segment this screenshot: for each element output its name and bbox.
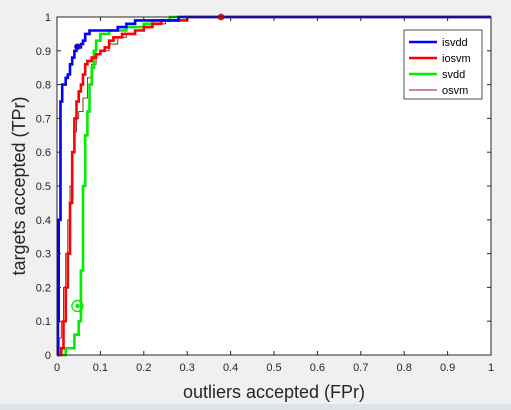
y-tick-label: 0 bbox=[45, 350, 51, 362]
x-tick-label: 0.1 bbox=[93, 362, 108, 374]
y-tick-label: 0.9 bbox=[36, 46, 51, 58]
x-tick-label: 0.4 bbox=[223, 362, 238, 374]
x-tick-label: 0.7 bbox=[353, 362, 368, 374]
series-line-isvdd bbox=[56, 15, 491, 357]
legend: isvdd iosvm svdd osvm bbox=[403, 29, 483, 100]
legend-label-osvm: osvm bbox=[442, 85, 468, 97]
legend-label-svdd: svdd bbox=[442, 69, 465, 81]
series-line-iosvm bbox=[57, 15, 491, 357]
y-tick-label: 0.5 bbox=[36, 181, 51, 193]
x-tick-label: 0.6 bbox=[310, 362, 325, 374]
x-tick-label: 1 bbox=[488, 362, 494, 374]
y-axis-label: targets accepted (TPr) bbox=[9, 96, 29, 275]
x-tick-label: 0.2 bbox=[136, 362, 151, 374]
y-tick-label: 0.2 bbox=[36, 282, 51, 294]
window-bottom-strip bbox=[0, 404, 511, 410]
y-tick-label: 0.1 bbox=[36, 316, 51, 328]
x-tick-label: 0.5 bbox=[266, 362, 281, 374]
legend-label-isvdd: isvdd bbox=[442, 37, 468, 49]
x-axis-label: outliers accepted (FPr) bbox=[183, 382, 365, 402]
marker-isvdd bbox=[74, 43, 81, 51]
x-tick-label: 0.8 bbox=[397, 362, 412, 374]
x-tick-label: 0.9 bbox=[440, 362, 455, 374]
y-tick-label: 1 bbox=[45, 12, 51, 24]
x-tick-label: 0.3 bbox=[180, 362, 195, 374]
y-tick-label: 0.3 bbox=[36, 249, 51, 261]
marker-svdd bbox=[71, 299, 84, 313]
y-tick-label: 0.8 bbox=[36, 80, 51, 92]
y-tick-label: 0.4 bbox=[36, 215, 51, 227]
y-tick-label: 0.7 bbox=[36, 113, 51, 125]
y-axis-ticks: 0 0.1 0.2 0.3 0.4 0.5 0.6 0.7 0.8 0.9 1 bbox=[36, 12, 491, 362]
roc-curves bbox=[56, 15, 491, 357]
marker-svdd-dot bbox=[75, 303, 80, 308]
y-tick-label: 0.6 bbox=[36, 147, 51, 159]
legend-label-iosvm: iosvm bbox=[442, 53, 471, 65]
x-axis-ticks: 0 0.1 0.2 0.3 0.4 0.5 0.6 0.7 0.8 0.9 1 bbox=[54, 17, 494, 374]
x-tick-label: 0 bbox=[54, 362, 60, 374]
